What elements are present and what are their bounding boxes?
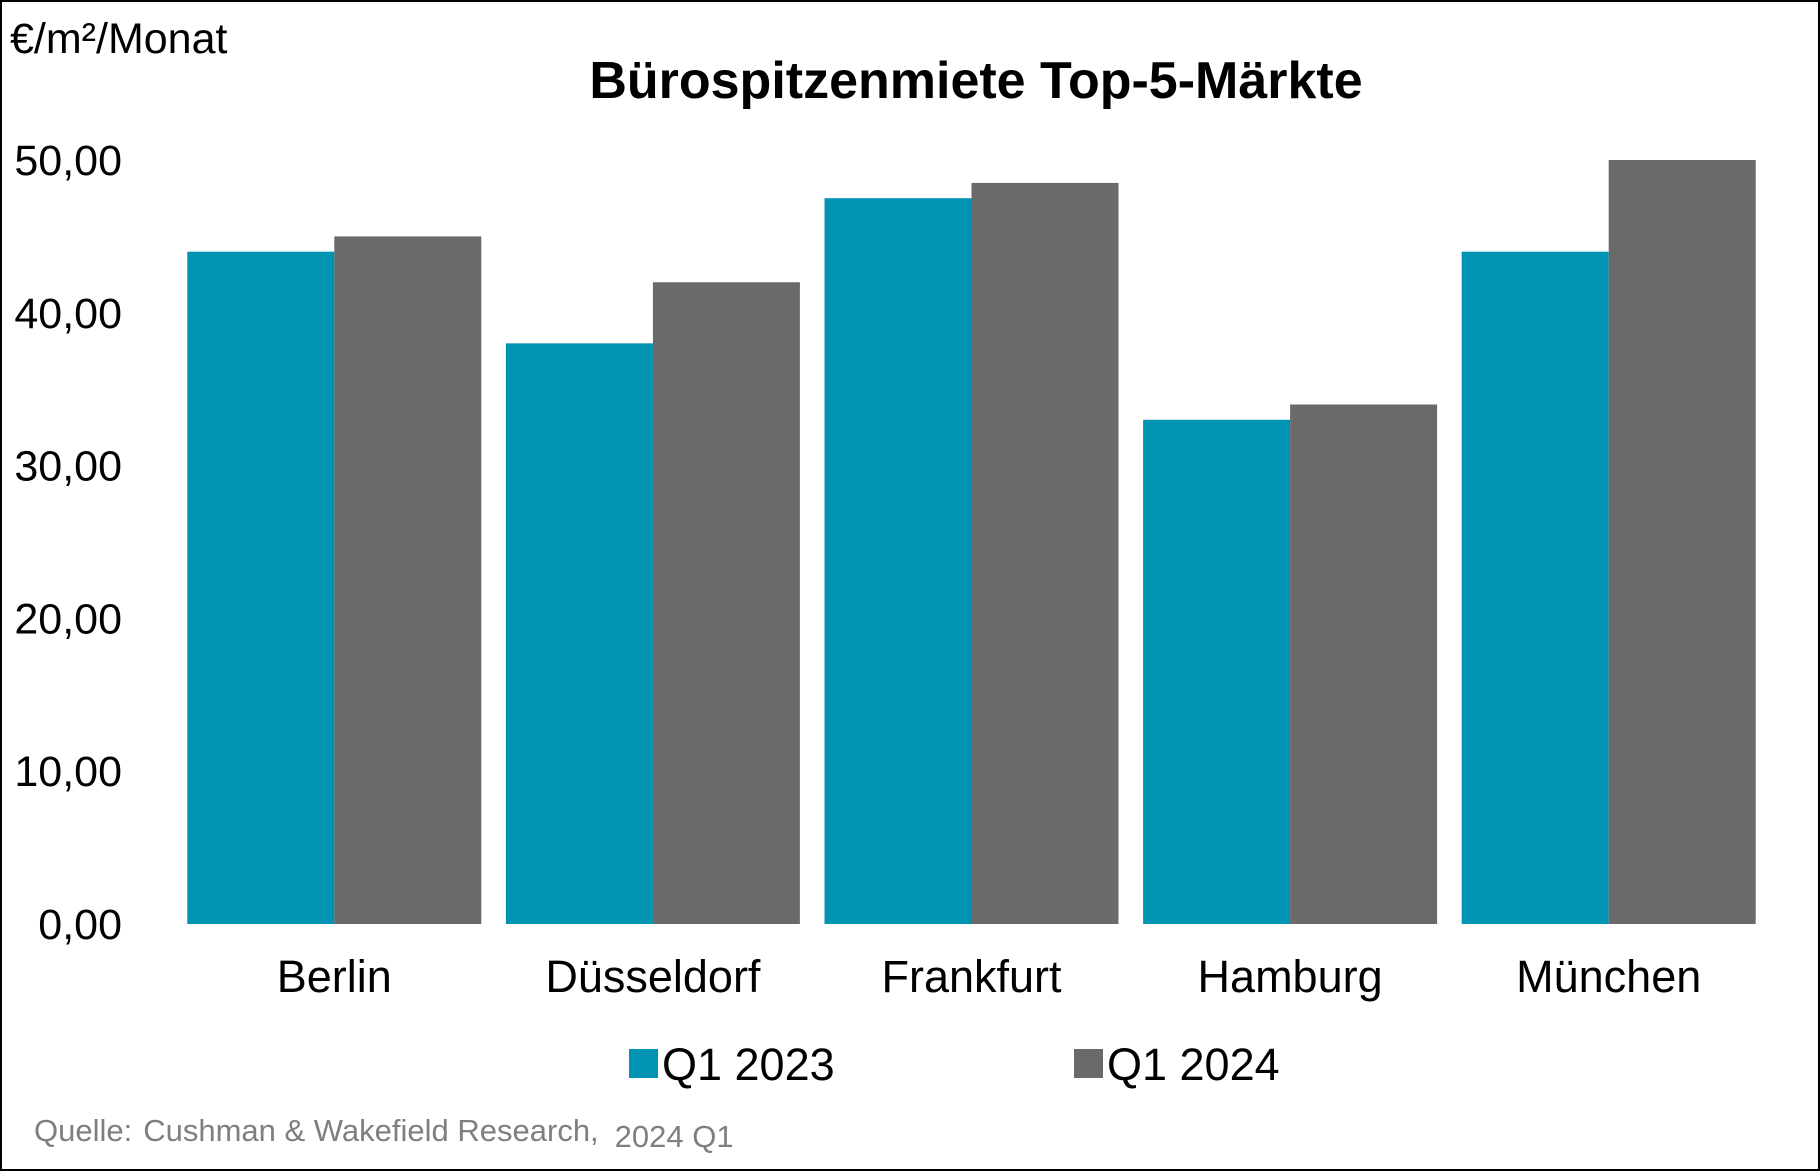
x-category-label: Berlin xyxy=(277,951,392,1002)
source-note: Quelle: Cushman & Wakefield Research, 2024… xyxy=(34,1113,734,1154)
y-tick-label: 0,00 xyxy=(38,901,122,949)
bar-berlin-q1-2023 xyxy=(187,251,335,924)
x-axis-categories: Berlin Düsseldorf Frankfurt Hamburg München xyxy=(277,951,1701,1002)
y-tick-label: 30,00 xyxy=(14,443,122,491)
bar-düsseldorf-q1-2024 xyxy=(652,282,800,924)
bar-düsseldorf-q1-2023 xyxy=(505,343,653,924)
legend-swatch xyxy=(1074,1049,1103,1078)
y-tick-label: 20,00 xyxy=(14,595,122,643)
y-tick-label: 50,00 xyxy=(14,137,122,185)
x-category-label: München xyxy=(1516,951,1701,1002)
bar-frankfurt-q1-2024 xyxy=(971,182,1119,925)
bar-berlin-q1-2024 xyxy=(334,236,482,924)
legend-swatch xyxy=(629,1049,658,1078)
y-tick-label: 10,00 xyxy=(14,748,122,796)
source-period: 2024 Q1 xyxy=(615,1119,734,1154)
bar-frankfurt-q1-2023 xyxy=(824,198,972,924)
bar-hamburg-q1-2024 xyxy=(1290,404,1438,925)
y-axis-unit-label: €/m²/Monat xyxy=(10,15,228,63)
source-label: Quelle: xyxy=(34,1113,132,1148)
legend: Q1 2023 Q1 2024 xyxy=(629,1039,1280,1090)
x-category-label: Düsseldorf xyxy=(545,951,761,1002)
bar-hamburg-q1-2023 xyxy=(1143,419,1291,924)
y-tick-label: 40,00 xyxy=(14,290,122,338)
bar-münchen-q1-2023 xyxy=(1461,251,1609,924)
source-name: Cushman & Wakefield Research, xyxy=(143,1113,598,1148)
chart-title: Bürospitzenmiete Top-5-Märkte xyxy=(589,52,1362,110)
bar-münchen-q1-2024 xyxy=(1608,160,1756,924)
legend-label: Q1 2024 xyxy=(1107,1039,1280,1090)
x-category-label: Frankfurt xyxy=(881,951,1062,1002)
plot-area xyxy=(187,160,1756,925)
x-category-label: Hamburg xyxy=(1198,951,1383,1002)
y-axis-ticks: 0,00 10,00 20,00 30,00 40,00 50,00 xyxy=(14,137,122,949)
legend-label: Q1 2023 xyxy=(662,1039,835,1090)
